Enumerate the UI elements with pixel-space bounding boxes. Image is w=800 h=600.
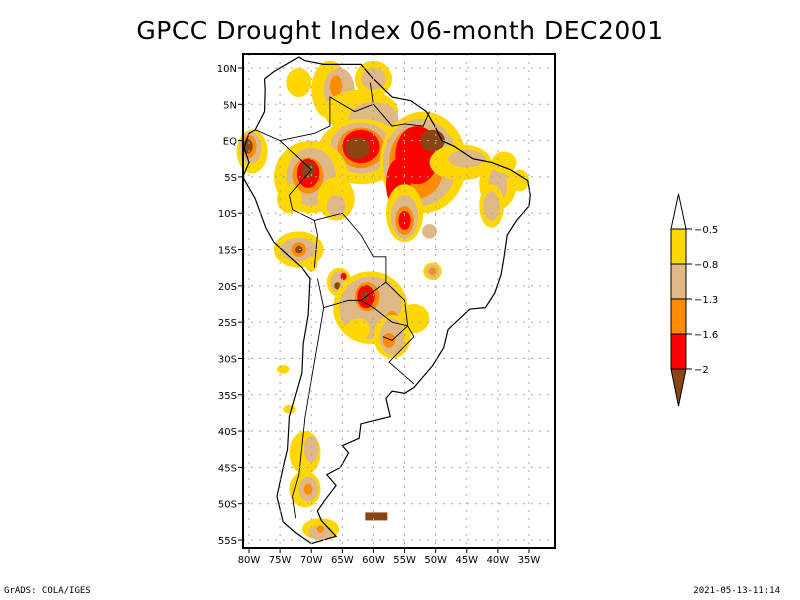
x-tick-label: 35W [518,555,541,566]
colorbar-label: −0.5 [694,225,718,236]
colorbar-segment [670,298,687,335]
drought-area [428,267,437,275]
colorbar-segment [670,228,687,265]
drought-area [316,525,325,533]
footer-timestamp: 2021-05-13-11:14 [693,586,780,596]
drought-area [398,211,411,230]
drought-area [295,245,303,254]
drought-area [334,282,341,290]
drought-area [286,68,312,98]
colorbar-legend: −0.5 −0.8 −1.3 −1.6 −2 [670,193,718,407]
drought-area [398,304,430,334]
x-tick-label: 60W [362,555,385,566]
drought-area [308,525,333,540]
drought-area [382,333,396,348]
x-tick-label: 40W [487,555,510,566]
colorbar-label: −0.8 [694,260,718,271]
drought-area [305,256,318,272]
colorbar-segment [670,263,687,300]
y-tick-label: 15S [218,246,237,257]
drought-area [483,191,500,221]
x-tick-label: 70W [300,555,323,566]
y-tick-label: 10N [217,64,237,75]
drought-area [277,184,302,214]
country-border [360,299,415,385]
y-tick-label: 5N [223,100,237,111]
drought-area [345,318,371,341]
drought-area [303,436,319,463]
colorbar-lower-triangle [670,368,687,407]
drought-area [361,290,370,300]
country-border [314,212,387,309]
colorbar-label: −1.3 [694,295,718,306]
y-axis: 10N 5N EQ 5S 10S 15S 20S 25S 30S 35S 40S 45S 50S 55S [217,64,243,547]
x-tick-label: 75W [269,555,292,566]
y-tick-label: EQ [223,137,237,148]
y-tick-label: 30S [218,354,237,365]
map-title: GPCC Drought Index 06-month DEC2001 [136,16,664,45]
y-tick-label: 55S [218,536,237,547]
coastline-layer [242,56,531,545]
country-border [255,129,318,268]
drought-area [301,160,315,179]
drought-area [422,224,437,239]
x-tick-label: 65W [331,555,354,566]
drought-area [283,404,296,414]
x-tick-label: 80W [238,555,261,566]
y-tick-label: 20S [218,282,237,293]
drought-area [329,75,343,98]
y-tick-label: 40S [218,427,237,438]
drought-area [303,483,313,495]
x-tick-label: 50W [424,555,447,566]
map-frame [242,53,556,549]
y-tick-label: 25S [218,318,237,329]
footer-credit: GrADS: COLA/IGES [4,586,91,596]
y-tick-label: 35S [218,391,237,402]
country-border [292,307,325,519]
x-axis: 80W 75W 70W 65W 60W 55W 50W 45W 40W 35W [238,548,541,566]
y-tick-label: 5S [224,173,237,184]
drought-area [326,195,346,217]
y-tick-label: 10S [218,209,237,220]
y-tick-label: 50S [218,500,237,511]
x-tick-label: 45W [455,555,478,566]
coastline [242,56,531,545]
drought-area [510,169,529,192]
drought-area [277,364,290,374]
falkland-islands-area [365,512,388,521]
drought-fill-layer [236,60,529,540]
x-tick-label: 55W [393,555,416,566]
colorbar-upper-triangle [670,193,687,230]
drought-area [345,136,371,159]
drought-area [340,272,347,281]
colorbar-segment [670,333,687,370]
colorbar-label: −2 [694,365,709,376]
colorbar-label: −1.6 [694,330,718,341]
country-border [373,104,430,127]
y-tick-label: 45S [218,463,237,474]
drought-area [491,151,517,174]
